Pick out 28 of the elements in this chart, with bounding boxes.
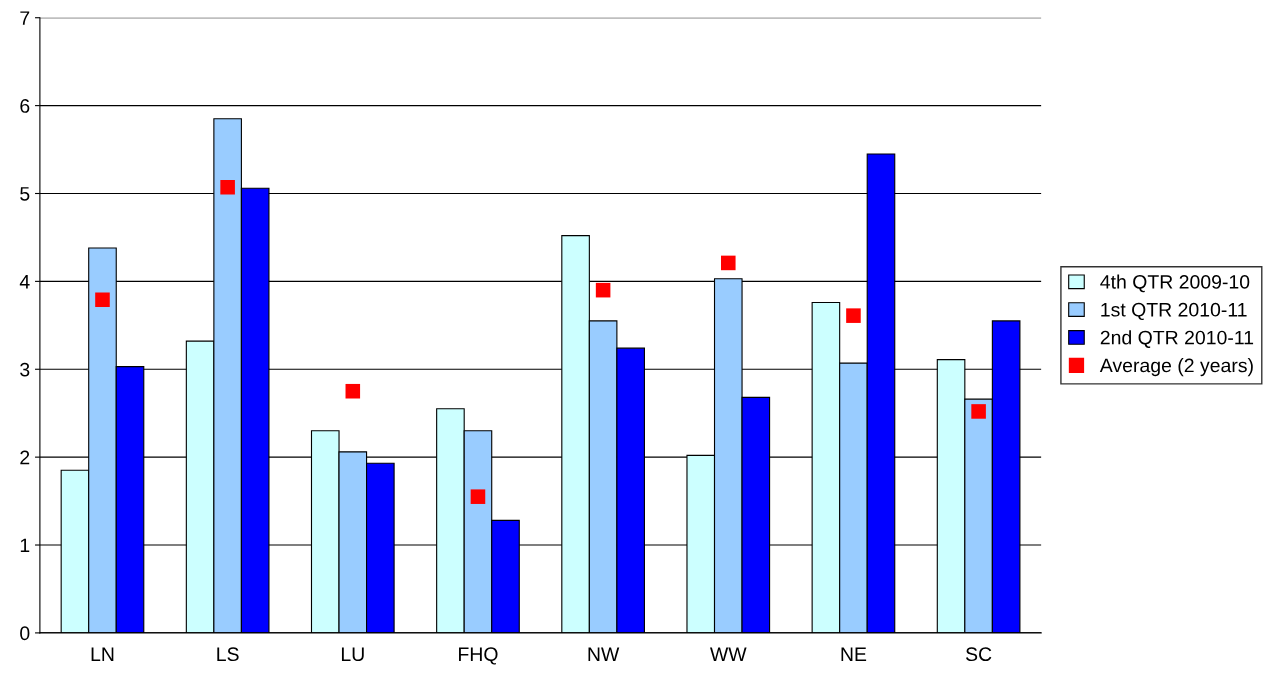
point — [345, 383, 361, 399]
x-tick-label: SC — [965, 647, 992, 662]
point — [95, 292, 110, 308]
x-tick-label: NW — [588, 647, 620, 661]
y-tick-label: 4 — [19, 275, 30, 289]
point — [220, 180, 235, 195]
y-tick-label: 3 — [20, 362, 30, 377]
x-tick-label: FHQ — [459, 647, 498, 665]
x-tick-label: NE — [841, 647, 867, 661]
legend-label: Average (2 years) — [1099, 358, 1253, 377]
y-tick-label: 0 — [20, 626, 30, 641]
y-tick-label: 6 — [20, 99, 30, 113]
point — [846, 308, 861, 323]
x-tick-label: LS — [217, 647, 239, 662]
y-tick-label: 1 — [20, 538, 30, 553]
legend-label: 1st QTR 2010-11 — [1101, 302, 1247, 321]
legend-label: 4th QTR 2009-10 — [1100, 274, 1250, 293]
y-tick-label: 7 — [20, 11, 30, 25]
y-tick-label: 5 — [20, 187, 30, 201]
point — [971, 404, 986, 419]
x-tick-label: LN — [91, 647, 114, 661]
point — [595, 282, 611, 298]
point — [470, 489, 486, 504]
x-tick-label: LU — [341, 647, 364, 662]
legend-label: 2nd QTR 2010-11 — [1100, 330, 1254, 348]
x-tick-label: WW — [710, 647, 747, 661]
y-tick-label: 2 — [20, 450, 30, 465]
point — [721, 255, 736, 271]
